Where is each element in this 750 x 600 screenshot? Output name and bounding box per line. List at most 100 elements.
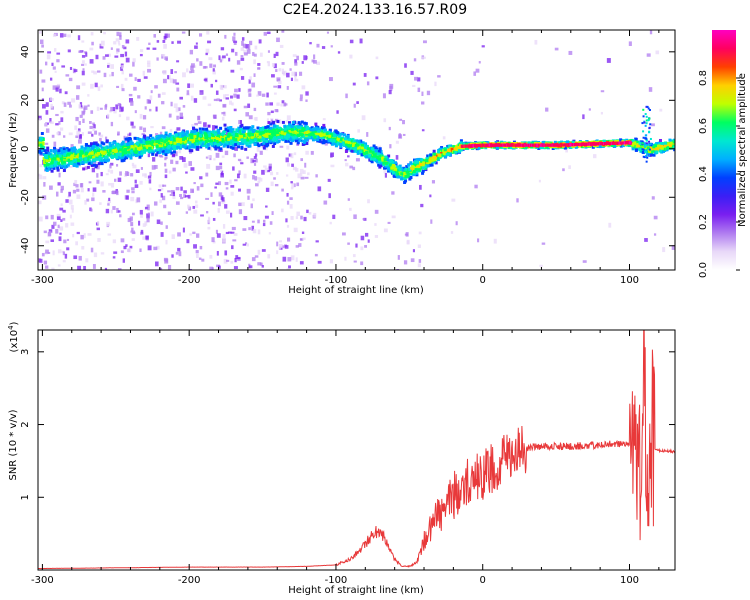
spectrogram-cell xyxy=(150,90,153,94)
spectrogram-cell xyxy=(199,245,203,250)
spectrogram-cell xyxy=(80,187,84,193)
spectrogram-cell xyxy=(652,153,656,157)
spectrogram-cell xyxy=(209,146,213,151)
spectrogram-cell xyxy=(127,133,131,137)
spectrogram-cell xyxy=(273,135,277,139)
spectrogram-cell xyxy=(100,162,104,166)
spectrogram-cell xyxy=(534,39,538,45)
spectrogram-cell xyxy=(170,134,174,138)
spectrogram-cell xyxy=(219,99,223,102)
spectrogram-cell xyxy=(220,170,224,176)
spectrogram-cell xyxy=(434,81,437,87)
spectrogram-cell xyxy=(262,223,266,227)
spectrogram-cell xyxy=(58,121,61,125)
spectrogram-cell xyxy=(412,84,416,87)
spectrogram-cell xyxy=(198,127,202,131)
spectrogram-cell xyxy=(84,166,88,170)
spectrogram-cell xyxy=(278,243,283,248)
spectrogram-cell xyxy=(475,68,480,73)
spectrogram-cell xyxy=(193,209,198,214)
spectrogram-cell xyxy=(252,198,255,202)
spectrogram-cell xyxy=(262,140,266,144)
spectrogram-cell xyxy=(85,258,89,263)
spectrogram-cell xyxy=(233,42,237,45)
spectrogram-cell xyxy=(402,133,406,136)
spectrogram-cell xyxy=(175,82,180,85)
spectrogram-cell xyxy=(357,129,360,133)
spectrogram-cell xyxy=(400,174,404,178)
spectrogram-cell xyxy=(209,63,213,68)
spectrogram-cell xyxy=(189,150,192,154)
spectrogram-cell xyxy=(52,33,57,37)
spectrogram-cell xyxy=(60,152,64,156)
spectrogram-cell xyxy=(195,145,199,149)
spectrogram-cell xyxy=(124,143,128,147)
spectrogram-cell xyxy=(232,239,237,242)
spectrogram-cell xyxy=(256,94,259,97)
spectrogram-cell xyxy=(248,79,251,84)
spectrogram-cell xyxy=(174,151,178,157)
spectrogram-cell xyxy=(65,223,69,228)
spectrogram-cell xyxy=(284,139,288,143)
spectrogram-cell xyxy=(250,137,254,141)
spectrogram-cell xyxy=(264,167,268,173)
spectrogram-cell xyxy=(56,52,61,55)
spectrogram-cell xyxy=(182,72,186,78)
spectrogram-cell xyxy=(240,55,244,58)
spectrogram-cell xyxy=(47,251,51,254)
spectrogram-cell xyxy=(107,203,110,206)
spectrogram-cell xyxy=(305,128,309,132)
spectrogram-cell xyxy=(360,246,364,251)
spectrogram-cell xyxy=(215,138,219,142)
spectrogram-cell xyxy=(216,233,221,238)
spectrogram-cell xyxy=(116,48,120,53)
spectrogram-cell xyxy=(275,51,279,57)
spectrogram-cell xyxy=(225,130,229,136)
spectrogram-cell xyxy=(59,88,62,94)
spectrogram-cell xyxy=(254,176,258,181)
spectrogram-cell xyxy=(139,209,143,215)
spectrogram-cell xyxy=(300,158,304,162)
spectrogram-cell xyxy=(248,144,252,148)
spectrogram-cell xyxy=(79,134,82,139)
spectrogram-cell xyxy=(161,53,166,57)
spectrogram-cell xyxy=(172,191,176,197)
spectrogram-cell xyxy=(300,120,304,124)
spectrogram-cell xyxy=(148,141,152,144)
spectrogram-cell xyxy=(73,182,76,187)
spectrogram-cell xyxy=(156,57,159,61)
spectrogram-cell xyxy=(359,38,363,44)
spectrogram-cell xyxy=(211,237,215,243)
spectrogram-cell xyxy=(270,110,274,114)
spectrogram-cell xyxy=(77,35,81,41)
spectrogram-cell xyxy=(192,205,196,209)
spectrogram-cell xyxy=(328,128,332,132)
spectrogram-cell xyxy=(364,232,369,237)
spectrogram-cell xyxy=(243,50,246,54)
spectrogram-cell xyxy=(582,260,587,263)
spectrogram-cell xyxy=(330,152,334,157)
spectrogram-cell xyxy=(269,135,273,139)
spectrogram-cell xyxy=(216,98,220,102)
spectrogram-cell xyxy=(288,121,292,125)
spectrogram-cell xyxy=(267,31,271,35)
spectrogram-cell xyxy=(412,173,416,177)
spectrogram-cell xyxy=(169,128,173,133)
spectrogram-cell xyxy=(293,71,297,76)
spectrogram-cell xyxy=(38,141,42,145)
spectrogram-cell xyxy=(229,142,233,146)
spectrogram-cell xyxy=(156,245,160,250)
spectrogram-cell xyxy=(199,92,203,95)
spectrogram-cell xyxy=(298,123,302,127)
spectrogram-cell xyxy=(253,59,256,65)
spectrogram-cell xyxy=(84,200,87,205)
spectrogram-cell xyxy=(179,156,184,160)
spectrogram-cell xyxy=(58,163,62,167)
spectrogram-cell xyxy=(125,57,130,63)
spectrogram-cell xyxy=(362,218,366,221)
spectrogram-cell xyxy=(269,141,273,145)
spectrogram-cell xyxy=(419,184,422,190)
spectrogram-cell xyxy=(406,240,410,245)
spectrogram-cell xyxy=(228,231,232,234)
spectrogram-cell xyxy=(387,221,391,224)
